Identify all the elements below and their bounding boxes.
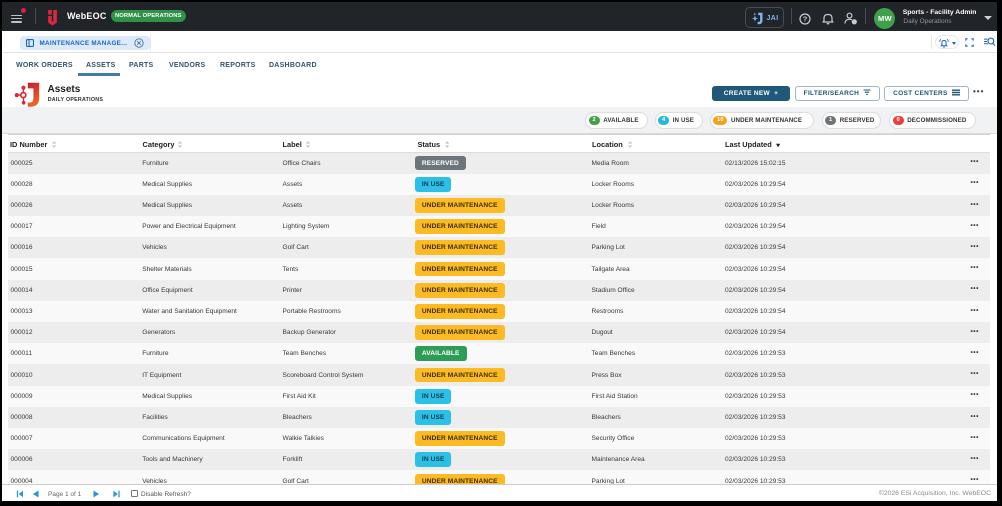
svg-text:?: ? <box>803 14 808 23</box>
